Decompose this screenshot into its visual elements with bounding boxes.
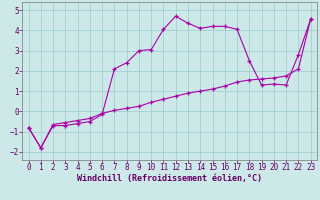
X-axis label: Windchill (Refroidissement éolien,°C): Windchill (Refroidissement éolien,°C): [77, 174, 262, 183]
